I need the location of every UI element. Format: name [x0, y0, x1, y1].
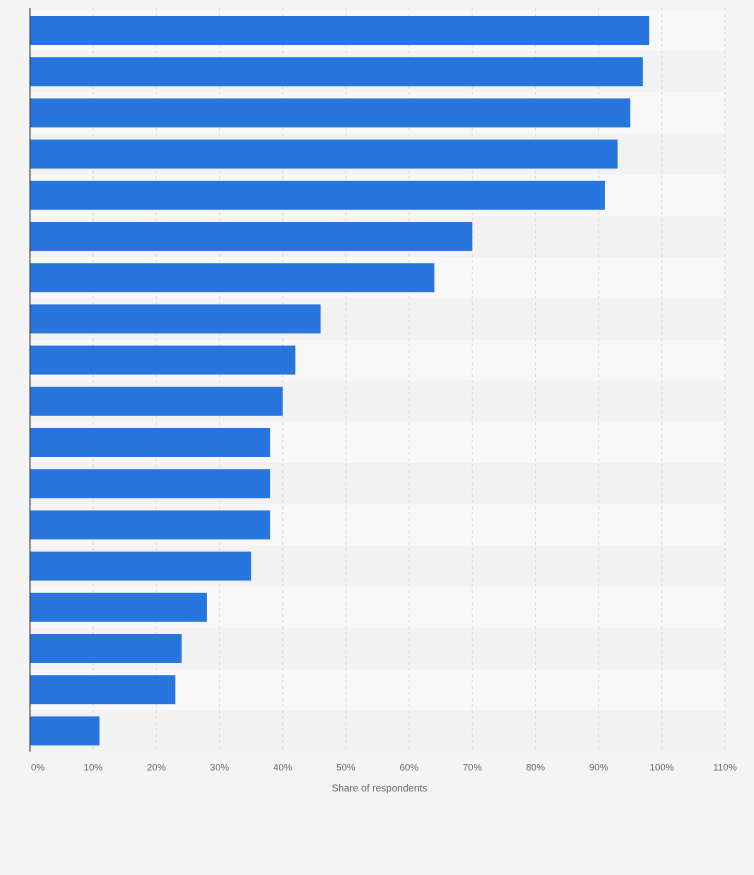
x-tick-label-4: 30% [210, 763, 230, 774]
x-tick-label-6: 50% [336, 763, 356, 774]
x-tick-label-2: 10% [84, 763, 104, 774]
bar-4 [30, 139, 618, 169]
bar-2 [30, 57, 643, 87]
bar-17 [30, 675, 176, 705]
x-tick-label-5: 40% [273, 763, 293, 774]
bar-7 [30, 263, 435, 293]
bars [30, 16, 650, 746]
row-band-18 [30, 710, 725, 752]
x-tick-label-9: 80% [526, 763, 546, 774]
bar-16 [30, 634, 182, 663]
x-tick-label-7: 60% [400, 763, 420, 774]
x-tick-label-3: 20% [147, 763, 167, 774]
bar-13 [30, 510, 271, 540]
x-tick-label-11: 100% [650, 763, 675, 774]
gridlines [92, 8, 726, 752]
bar-6 [30, 222, 473, 251]
bar-12 [30, 469, 271, 499]
x-tick-label-1: 0% [31, 763, 45, 774]
x-tick-label-12: 110% [713, 763, 737, 774]
bar-15 [30, 592, 207, 622]
x-axis-label: Share of respondents [332, 784, 428, 795]
x-tick-label-10: 90% [589, 763, 609, 774]
bar-11 [30, 428, 271, 457]
bar-10 [30, 386, 283, 416]
bar-18 [30, 716, 100, 746]
bar-1 [30, 16, 650, 45]
bar-3 [30, 98, 631, 128]
bar-8 [30, 304, 321, 334]
x-tick-label-8: 70% [463, 763, 483, 774]
x-tick-labels: 0% 10% 20% 30% 40% 50% 60% 70% 80% 90% 100% 110% [31, 763, 737, 774]
bar-9 [30, 345, 296, 375]
bar-5 [30, 180, 605, 210]
bar-14 [30, 551, 252, 581]
